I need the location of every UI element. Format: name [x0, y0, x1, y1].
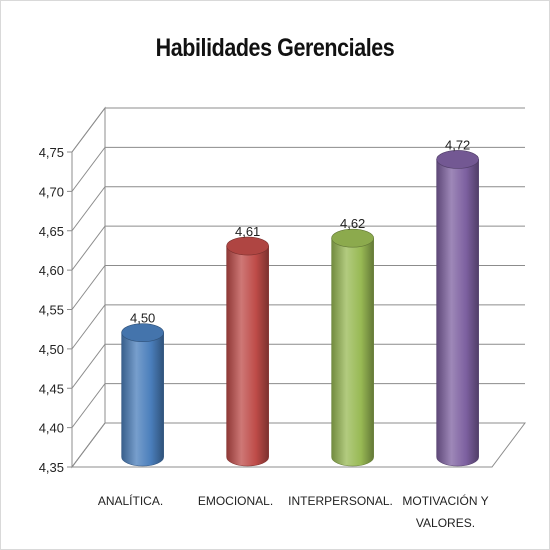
y-tick-label: 4,35 — [39, 460, 64, 475]
bar-top — [226, 236, 269, 256]
y-tick-label: 4,65 — [39, 224, 64, 239]
bar-body — [436, 159, 479, 467]
value-label: 4,72 — [445, 137, 470, 152]
value-label: 4,61 — [235, 224, 260, 239]
gridline — [71, 343, 525, 389]
gridline — [71, 383, 525, 428]
y-tick-label: 4,50 — [39, 342, 64, 357]
y-tick-label: 4,55 — [39, 303, 64, 318]
bar-top — [436, 150, 479, 169]
y-tick-label: 4,45 — [39, 381, 64, 396]
gridline — [71, 422, 525, 468]
bar-top — [331, 228, 374, 248]
chart-title: Habilidades Gerenciales — [155, 34, 395, 62]
bar-1 — [226, 236, 269, 467]
bar-3 — [436, 150, 479, 467]
y-tick-label: 4,40 — [39, 421, 64, 436]
gridline — [71, 146, 525, 192]
bar-body — [226, 245, 269, 467]
x-tick-label: EMOCIONAL. — [198, 494, 273, 508]
bar-2 — [331, 228, 374, 467]
bar-body — [331, 237, 374, 467]
y-tick-label: 4,60 — [39, 263, 64, 278]
gridline — [71, 265, 525, 310]
y-tick-label: 4,75 — [39, 145, 64, 160]
x-tick-label: INTERPERSONAL. — [288, 494, 393, 508]
gridline — [71, 304, 525, 350]
gridline — [71, 186, 525, 232]
y-tick-label: 4,70 — [39, 184, 64, 199]
bar-0 — [121, 323, 164, 467]
bar-top — [121, 323, 164, 342]
value-label: 4,62 — [340, 216, 365, 231]
x-tick-label: VALORES. — [416, 516, 475, 530]
value-label: 4,50 — [130, 311, 155, 326]
x-tick-label: MOTIVACIÓN Y — [402, 493, 488, 508]
x-tick-label: ANALÍTICA. — [98, 493, 163, 508]
gridline — [71, 225, 525, 271]
gridline — [71, 107, 525, 153]
bar-body — [121, 332, 164, 467]
